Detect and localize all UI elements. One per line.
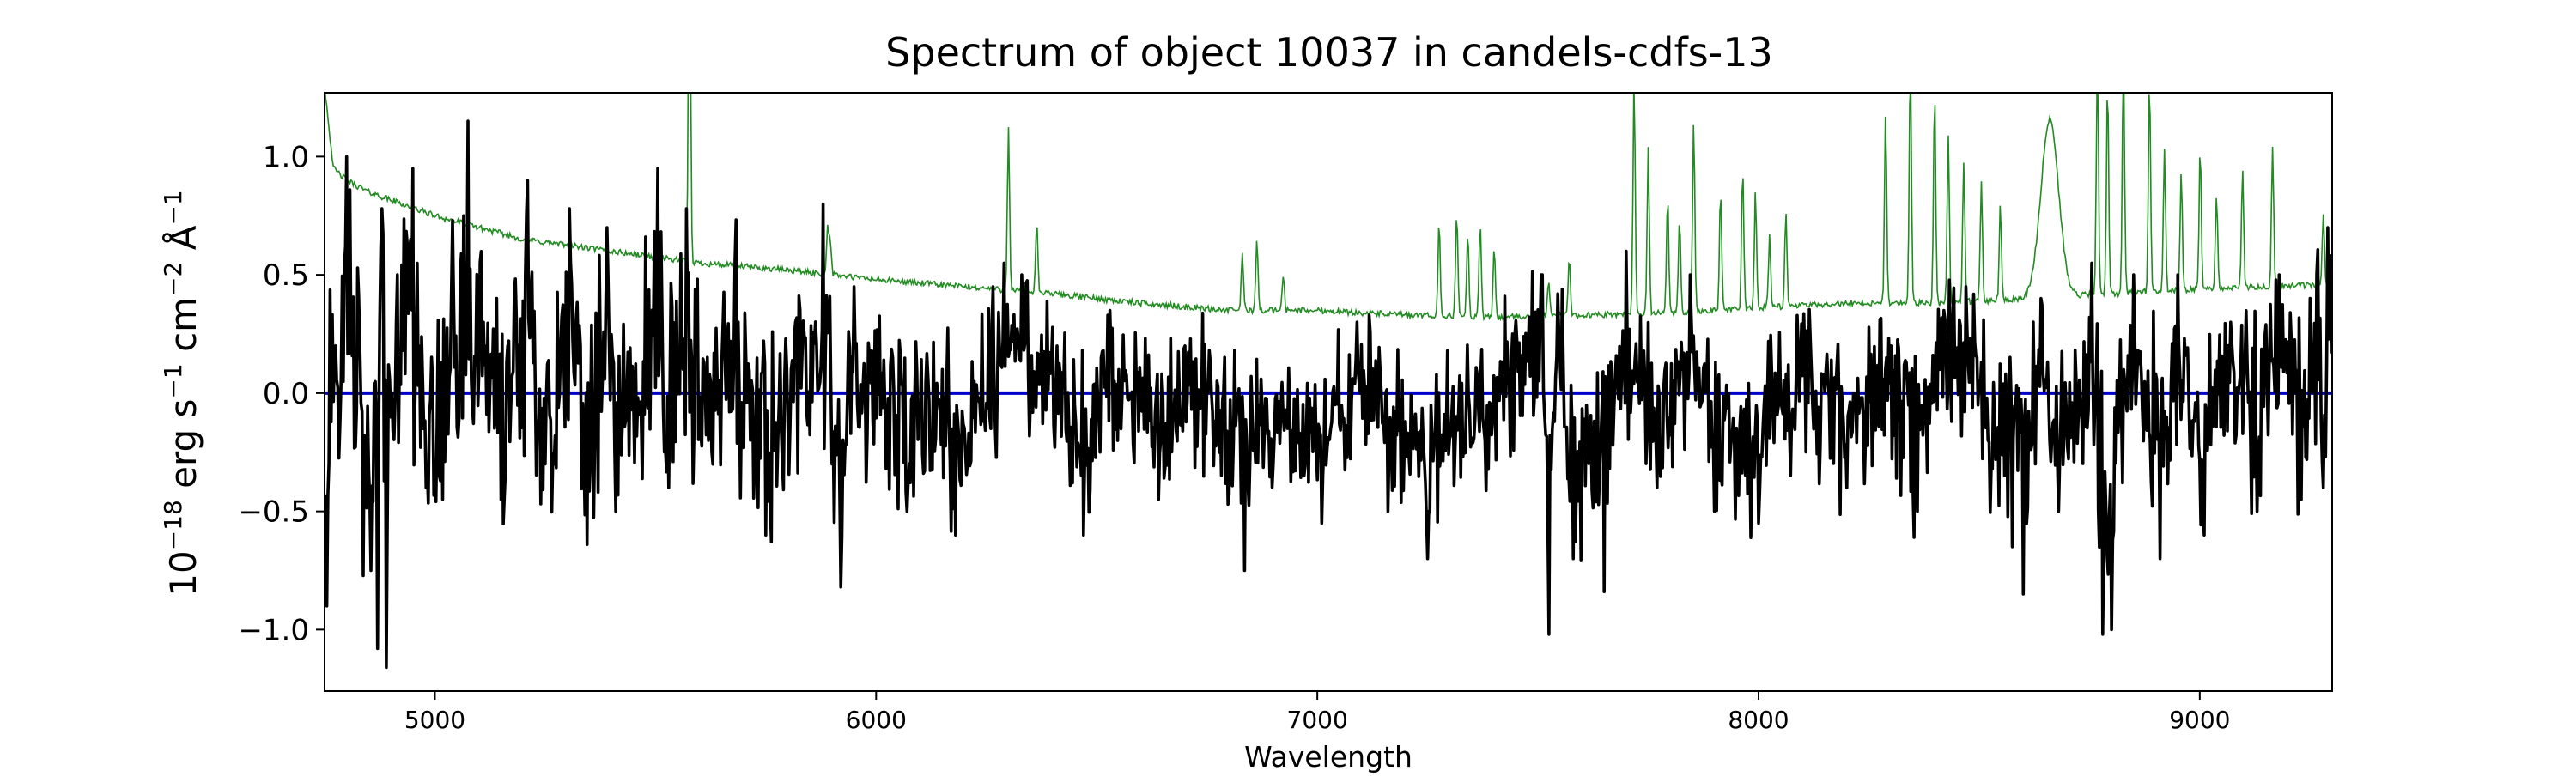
y-label-angstrom: Å: [161, 225, 204, 261]
y-tick-label: −1.0: [238, 613, 309, 647]
y-label-exp-base: −18: [159, 500, 187, 550]
y-label-base: 10: [162, 550, 204, 596]
x-tick-label: 6000: [846, 706, 907, 734]
y-label-exp-s: −1: [159, 363, 187, 398]
y-tick-label: 0.5: [263, 258, 309, 293]
chart-title: Spectrum of object 10037 in candels-cdfs…: [885, 29, 1773, 76]
y-tick-label: −0.5: [238, 495, 309, 530]
plot-frame: [324, 92, 2333, 692]
flux-spectrum-line: [325, 119, 2332, 670]
y-axis-label: 10−18 erg s−1 cm−2 Å−1: [159, 190, 204, 596]
y-label-erg-s: erg s: [162, 399, 204, 501]
y-axis: −1.0 −0.5 0.0 0.5 1.0: [238, 140, 325, 647]
x-axis: 5000 6000 7000 8000 9000: [404, 691, 2230, 734]
y-label-cm: cm: [162, 297, 204, 363]
y-label-exp-angstrom: −1: [159, 190, 187, 225]
x-tick-label: 5000: [404, 706, 465, 734]
y-label-exp-cm: −2: [159, 262, 187, 297]
x-axis-label: Wavelength: [1244, 740, 1413, 773]
x-tick-label: 7000: [1287, 706, 1348, 734]
x-tick-label: 9000: [2169, 706, 2230, 734]
y-tick-label: 0.0: [263, 377, 309, 411]
y-tick-label: 1.0: [263, 140, 309, 174]
x-tick-label: 8000: [1728, 706, 1789, 734]
